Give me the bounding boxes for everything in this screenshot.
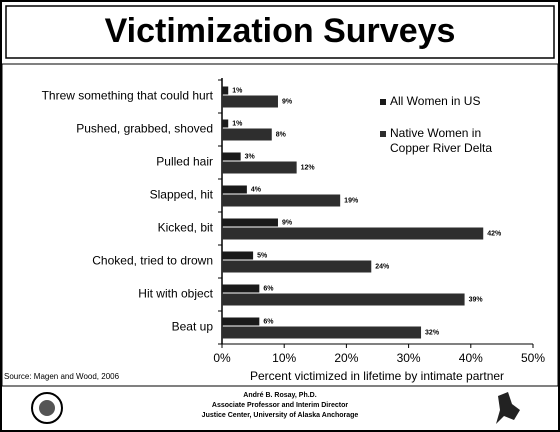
y-tick-label: Pushed, grabbed, shoved (76, 122, 213, 136)
value-label: 6% (263, 318, 274, 325)
bar (222, 326, 422, 339)
footer-line: Justice Center, University of Alaska Anc… (202, 412, 359, 419)
y-tick-label: Hit with object (138, 287, 213, 301)
chart-title: Victimization Surveys (105, 12, 456, 50)
x-tick-label: 10% (272, 351, 296, 365)
bar (222, 194, 341, 207)
value-label: 5% (257, 252, 268, 259)
x-tick-label: 40% (459, 351, 483, 365)
legend-swatch (380, 99, 386, 105)
value-label: 6% (263, 285, 274, 292)
value-label: 1% (232, 120, 243, 127)
title-box (5, 5, 555, 59)
footer-line: Associate Professor and Interim Director (212, 402, 348, 409)
value-label: 42% (487, 230, 502, 237)
bar (222, 260, 372, 273)
legend-label: Native Women in Copper River Delta (390, 126, 492, 155)
logo-left-inner (39, 400, 55, 416)
x-axis-label: Percent victimized in lifetime by intima… (250, 369, 504, 383)
bar (222, 128, 272, 141)
chart-box (1, 63, 559, 387)
value-label: 19% (344, 197, 359, 204)
value-label: 9% (282, 98, 293, 105)
bar (222, 284, 260, 293)
value-label: 39% (469, 296, 484, 303)
x-tick-label: 50% (521, 351, 545, 365)
bar (222, 317, 260, 326)
value-label: 8% (276, 131, 287, 138)
value-label: 4% (251, 186, 262, 193)
footer-line: André B. Rosay, Ph.D. (243, 392, 316, 399)
x-tick-label: 0% (213, 351, 231, 365)
logo-right (496, 392, 520, 424)
y-tick-label: Kicked, bit (158, 221, 214, 235)
x-tick-label: 30% (397, 351, 421, 365)
y-tick-label: Beat up (172, 320, 214, 334)
bar (222, 119, 229, 128)
y-tick-label: Choked, tried to drown (92, 254, 213, 268)
bar (222, 218, 278, 227)
bar (222, 251, 254, 260)
value-label: 24% (375, 263, 390, 270)
y-tick-label: Pulled hair (156, 155, 213, 169)
value-label: 12% (301, 164, 316, 171)
value-label: 9% (282, 219, 293, 226)
bar (222, 293, 465, 306)
bar (222, 185, 247, 194)
value-label: 32% (425, 329, 440, 336)
legend-label: All Women in US (390, 94, 480, 108)
value-label: 3% (245, 153, 256, 160)
y-tick-label: Threw something that could hurt (42, 89, 214, 103)
bar (222, 86, 229, 95)
bar (222, 95, 278, 108)
bar (222, 152, 241, 161)
legend-swatch (380, 131, 386, 137)
value-label: 1% (232, 87, 243, 94)
source: Source: Magen and Wood, 2006 (4, 372, 120, 381)
bar (222, 227, 484, 240)
bar (222, 161, 297, 174)
y-tick-label: Slapped, hit (150, 188, 214, 202)
x-tick-label: 20% (334, 351, 358, 365)
